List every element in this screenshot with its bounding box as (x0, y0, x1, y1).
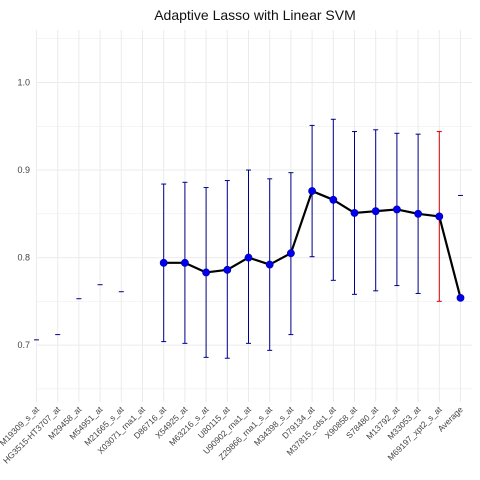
data-point (329, 195, 338, 204)
data-point (371, 207, 380, 216)
data-points (159, 187, 465, 302)
y-tick-labels: 0.7 0.8 0.9 1.0 (17, 78, 30, 351)
grid-lines (36, 30, 472, 402)
y-tick-label: 0.8 (17, 253, 30, 263)
y-tick-label: 1.0 (17, 78, 30, 88)
data-point (435, 212, 444, 221)
data-point (223, 265, 232, 274)
data-point (350, 209, 359, 217)
data-point (414, 209, 422, 218)
data-point (180, 258, 189, 267)
data-point (244, 253, 253, 262)
y-tick-label: 0.7 (17, 340, 30, 350)
data-point (456, 293, 465, 302)
data-point (265, 260, 274, 269)
data-point (308, 187, 316, 195)
y-tick-label: 0.9 (17, 165, 30, 175)
data-point (286, 249, 295, 258)
data-point (202, 268, 210, 277)
chart-title: Adaptive Lasso with Linear SVM (154, 7, 356, 23)
data-point (392, 205, 401, 214)
x-tick-labels: M19309_s_atHG3515-HT3707_atM29458_atM549… (0, 404, 465, 466)
data-point (159, 258, 168, 267)
